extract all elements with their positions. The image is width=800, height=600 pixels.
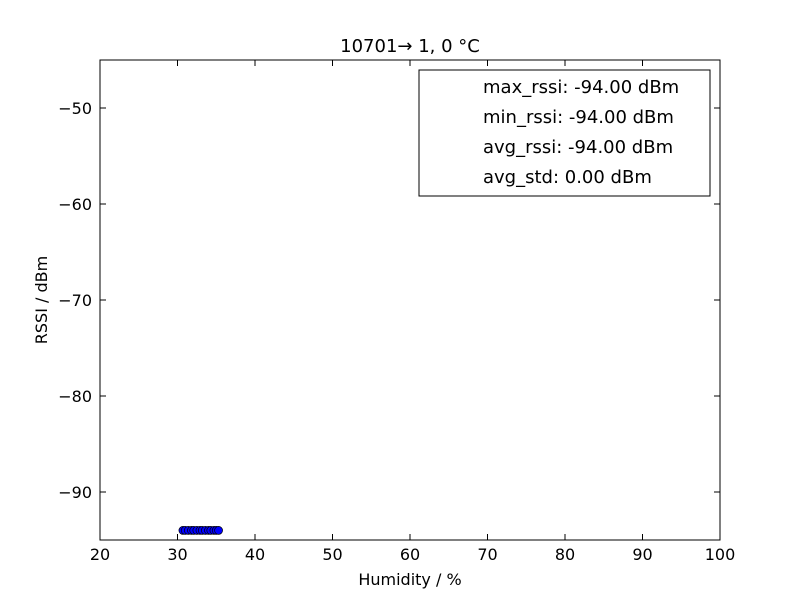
x-tick-label: 80: [555, 545, 575, 564]
legend-box: [418, 69, 711, 197]
scatter-points: [178, 526, 223, 535]
x-tick-label: 30: [167, 545, 187, 564]
x-axis-label: Humidity / %: [358, 570, 461, 589]
scatter-point: [214, 526, 223, 535]
x-tick-label: 50: [322, 545, 342, 564]
y-tick-label: −80: [58, 387, 92, 406]
x-tick-label: 70: [477, 545, 497, 564]
legend-entry-avg-rssi: avg_rssi: -94.00 dBm: [483, 137, 673, 158]
chart-title: 10701→ 1, 0 °C: [340, 36, 480, 57]
y-tick-label: −90: [58, 483, 92, 502]
legend-entry-min-rssi: min_rssi: -94.00 dBm: [483, 107, 674, 128]
x-tick-label: 40: [245, 545, 265, 564]
x-tick-label: 60: [400, 545, 420, 564]
x-tick-label: 20: [90, 545, 110, 564]
y-tick-label: −70: [58, 291, 92, 310]
x-tick-label: 90: [632, 545, 652, 564]
plot-frame: [99, 59, 721, 541]
legend-entry-max-rssi: max_rssi: -94.00 dBm: [483, 77, 679, 98]
axes: 20 30 40 50 60 70 80 90 100 −90 −80 −70 −60 −50: [58, 60, 735, 564]
legend: max_rssi: -94.00 dBm min_rssi: -94.00 dB…: [418, 69, 711, 197]
y-tick-label: −60: [58, 195, 92, 214]
legend-entry-avg-std: avg_std: 0.00 dBm: [483, 167, 652, 188]
x-tick-label: 100: [705, 545, 736, 564]
y-axis-label: RSSI / dBm: [32, 256, 51, 344]
y-tick-label: −50: [58, 99, 92, 118]
